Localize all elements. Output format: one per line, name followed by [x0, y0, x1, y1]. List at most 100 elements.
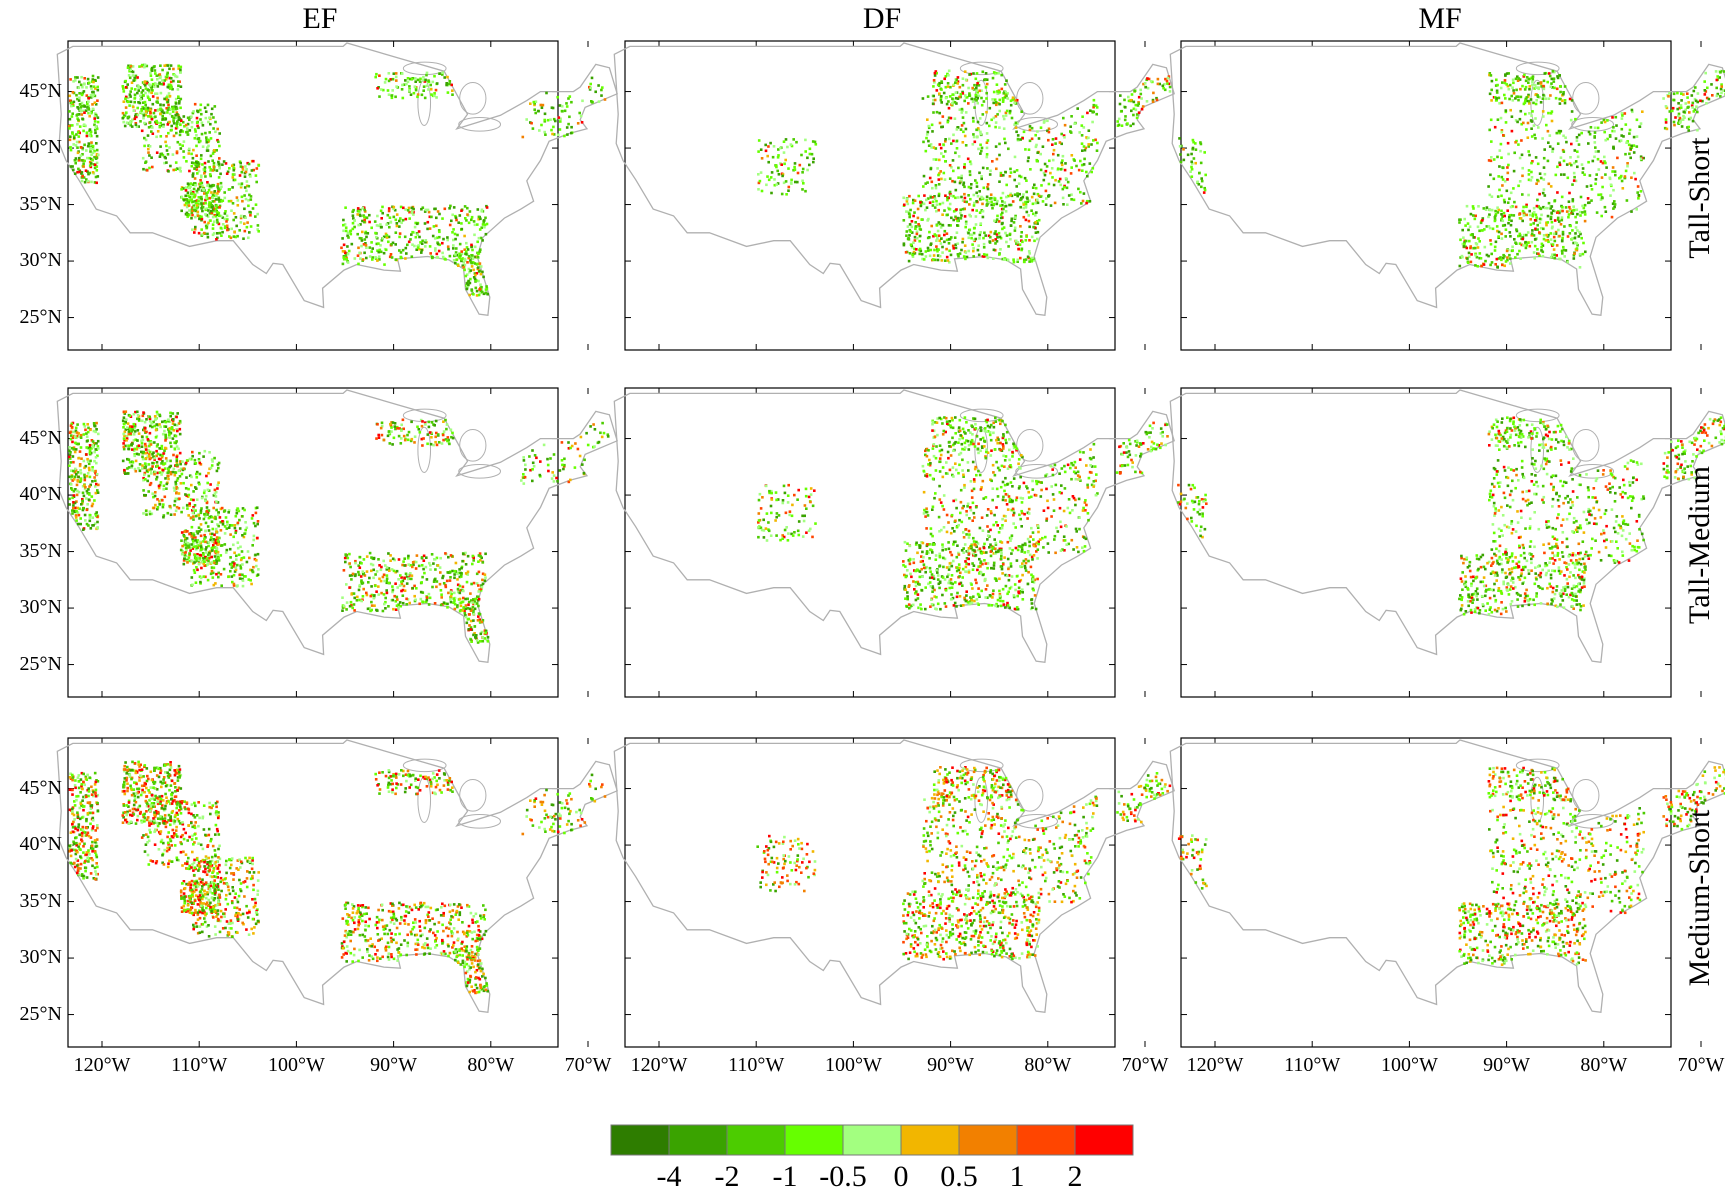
forest-pixel [68, 110, 71, 113]
forest-pixel [1573, 176, 1576, 179]
forest-pixel [797, 172, 800, 175]
forest-pixel [1562, 246, 1565, 249]
forest-pixel [956, 82, 959, 85]
forest-pixel [1597, 158, 1600, 161]
forest-pixel [1614, 203, 1617, 206]
forest-pixel [938, 195, 941, 198]
forest-pixel [1526, 96, 1529, 99]
forest-pixel [1490, 99, 1493, 102]
forest-pixel [948, 250, 951, 253]
forest-pixel [213, 220, 216, 223]
forest-pixel [1004, 142, 1007, 145]
forest-pixel [176, 152, 179, 155]
forest-pixel [442, 238, 445, 241]
forest-pixel [952, 140, 955, 143]
forest-pixel [190, 153, 193, 156]
forest-pixel [1544, 72, 1547, 75]
forest-pixel [1589, 174, 1592, 177]
forest-pixel [1067, 181, 1070, 184]
forest-pixel [124, 125, 127, 128]
forest-pixel [167, 86, 170, 89]
forest-pixel [455, 247, 458, 250]
forest-pixel [76, 114, 79, 117]
forest-pixel [1540, 249, 1543, 252]
forest-pixel [422, 76, 425, 79]
forest-pixel [91, 159, 94, 162]
forest-pixel [777, 156, 780, 159]
forest-pixel [1191, 175, 1194, 178]
forest-pixel [76, 423, 79, 426]
forest-pixel [201, 133, 204, 136]
forest-pixel [143, 145, 146, 148]
forest-pixel [190, 217, 193, 220]
forest-pixel [1089, 200, 1092, 203]
forest-pixel [342, 250, 345, 253]
forest-pixel [95, 492, 98, 495]
forest-pixel [133, 101, 136, 104]
forest-pixel [192, 149, 195, 152]
forest-pixel [1610, 184, 1613, 187]
forest-pixel [938, 178, 941, 181]
forest-pixel [148, 126, 151, 129]
forest-pixel [257, 224, 260, 227]
forest-pixel [1578, 143, 1581, 146]
forest-pixel [1531, 81, 1534, 84]
forest-pixel [1515, 78, 1518, 81]
forest-pixel [1070, 198, 1073, 201]
forest-pixel [568, 116, 571, 119]
forest-pixel [204, 132, 207, 135]
forest-pixel [1533, 134, 1536, 137]
forest-pixel [980, 150, 983, 153]
forest-pixel [162, 469, 165, 472]
forest-pixel [1535, 216, 1538, 219]
forest-pixel [1625, 141, 1628, 144]
forest-pixel [158, 467, 161, 470]
forest-pixel [1129, 99, 1132, 102]
forest-pixel [1013, 221, 1016, 224]
forest-pixel [965, 111, 968, 114]
forest-pixel [994, 126, 997, 129]
forest-pixel [1636, 191, 1639, 194]
forest-pixel [551, 133, 554, 136]
forest-pixel [989, 197, 992, 200]
forest-pixel [183, 115, 186, 118]
forest-pixel [173, 135, 176, 138]
forest-pixel [405, 247, 408, 250]
forest-pixel [248, 211, 251, 214]
forest-pixel [1081, 169, 1084, 172]
forest-pixel [976, 89, 979, 92]
forest-pixel [940, 88, 943, 91]
forest-pixel [983, 253, 986, 256]
forest-pixel [180, 98, 183, 101]
forest-pixel [251, 169, 254, 172]
forest-pixel [83, 77, 86, 80]
forest-pixel [1028, 260, 1031, 263]
forest-pixel [1525, 247, 1528, 250]
forest-pixel [94, 480, 97, 483]
forest-pixel [987, 257, 990, 260]
forest-pixel [79, 125, 82, 128]
forest-pixel [1594, 183, 1597, 186]
forest-pixel [979, 211, 982, 214]
forest-pixel [342, 263, 345, 266]
forest-pixel [398, 249, 401, 252]
forest-pixel [86, 475, 89, 478]
forest-pixel [218, 163, 221, 166]
forest-pixel [128, 444, 131, 447]
forest-pixel [398, 236, 401, 239]
forest-pixel [1544, 194, 1547, 197]
forest-pixel [1577, 156, 1580, 159]
forest-pixel [933, 79, 936, 82]
forest-pixel [200, 113, 203, 116]
forest-pixel [154, 69, 157, 72]
forest-pixel [172, 153, 175, 156]
forest-pixel [1480, 265, 1483, 268]
forest-pixel [358, 252, 361, 255]
forest-pixel [1625, 170, 1628, 173]
forest-pixel [1514, 141, 1517, 144]
forest-pixel [170, 428, 173, 431]
forest-pixel [1523, 74, 1526, 77]
forest-pixel [1491, 80, 1494, 83]
forest-pixel [927, 131, 930, 134]
forest-pixel [1535, 99, 1538, 102]
